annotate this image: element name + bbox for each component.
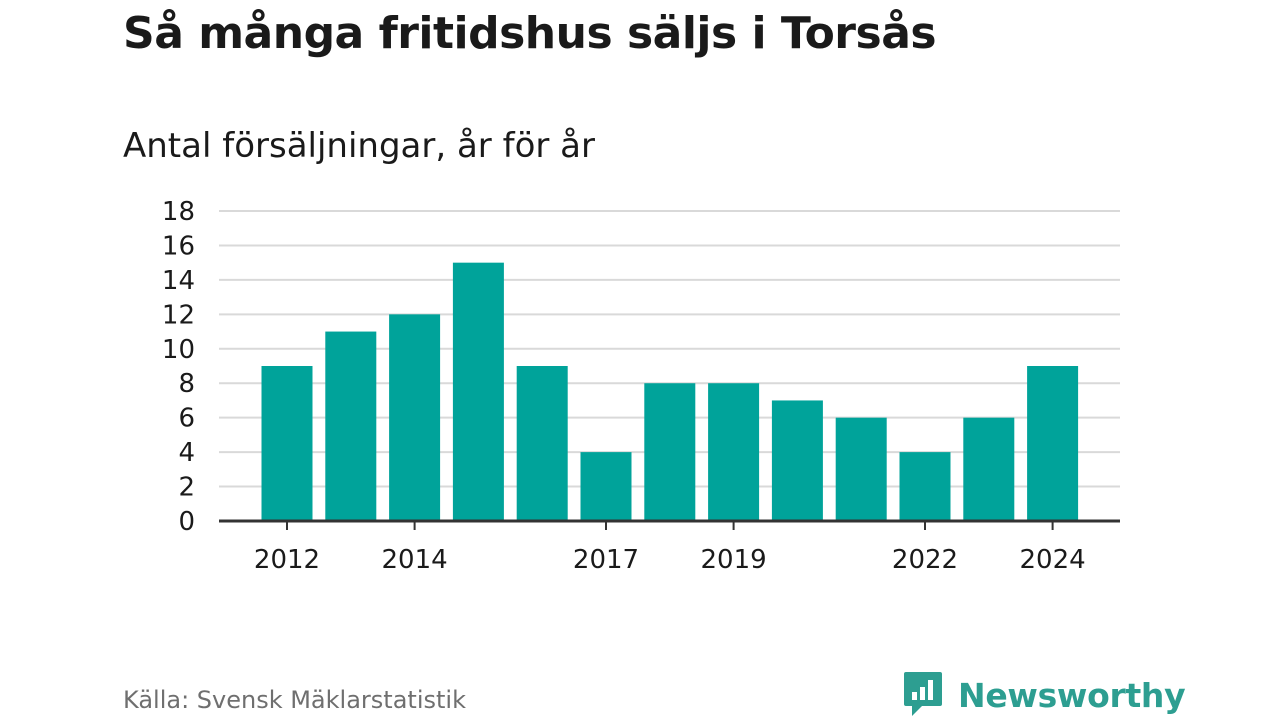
x-tick-label: 2024 xyxy=(1020,545,1086,575)
bar-2021 xyxy=(835,417,887,521)
bar-2024 xyxy=(1027,366,1079,521)
bar-chart-speech-bubble-icon xyxy=(904,672,942,716)
x-tick-label: 2019 xyxy=(701,545,767,575)
brand-logo: Newsworthy xyxy=(902,670,1186,720)
x-tick-label: 2014 xyxy=(382,545,448,575)
y-tick-label: 2 xyxy=(178,473,195,503)
chart-title: Så många fritidshus säljs i Torsås xyxy=(123,8,937,59)
y-tick-label: 16 xyxy=(162,231,195,261)
y-tick-label: 12 xyxy=(162,300,195,330)
x-tick-label: 2017 xyxy=(573,545,639,575)
bar-2012 xyxy=(261,366,313,521)
bar-2016 xyxy=(516,366,568,521)
source-note: Källa: Svensk Mäklarstatistik xyxy=(123,686,466,714)
x-axis xyxy=(219,519,1120,530)
chart-subtitle: Antal försäljningar, år för år xyxy=(123,126,595,166)
y-tick-label: 6 xyxy=(178,404,195,434)
bar-2019 xyxy=(708,383,760,521)
x-tick-label: 2022 xyxy=(892,545,958,575)
y-axis-tick-labels: 0 2 4 6 8 10 12 14 16 18 xyxy=(162,197,195,537)
y-tick-label: 8 xyxy=(178,369,195,399)
y-tick-label: 14 xyxy=(162,266,195,296)
y-tick-label: 4 xyxy=(178,438,195,468)
brand-name: Newsworthy xyxy=(958,675,1186,715)
bar-2015 xyxy=(452,262,504,521)
x-axis-tick-labels: 2012 2014 2017 2019 2022 2024 xyxy=(254,545,1086,575)
y-tick-label: 10 xyxy=(162,335,195,365)
bar-2023 xyxy=(963,417,1015,521)
bar-2014 xyxy=(389,314,441,521)
bar-2020 xyxy=(771,400,823,521)
y-tick-label: 0 xyxy=(178,507,195,537)
bar-2017 xyxy=(580,452,632,521)
bar-2013 xyxy=(325,331,377,521)
bar-2022 xyxy=(899,452,951,521)
bars xyxy=(261,262,1079,521)
y-tick-label: 18 xyxy=(162,197,195,227)
x-tick-label: 2012 xyxy=(254,545,320,575)
bar-2018 xyxy=(644,383,696,521)
